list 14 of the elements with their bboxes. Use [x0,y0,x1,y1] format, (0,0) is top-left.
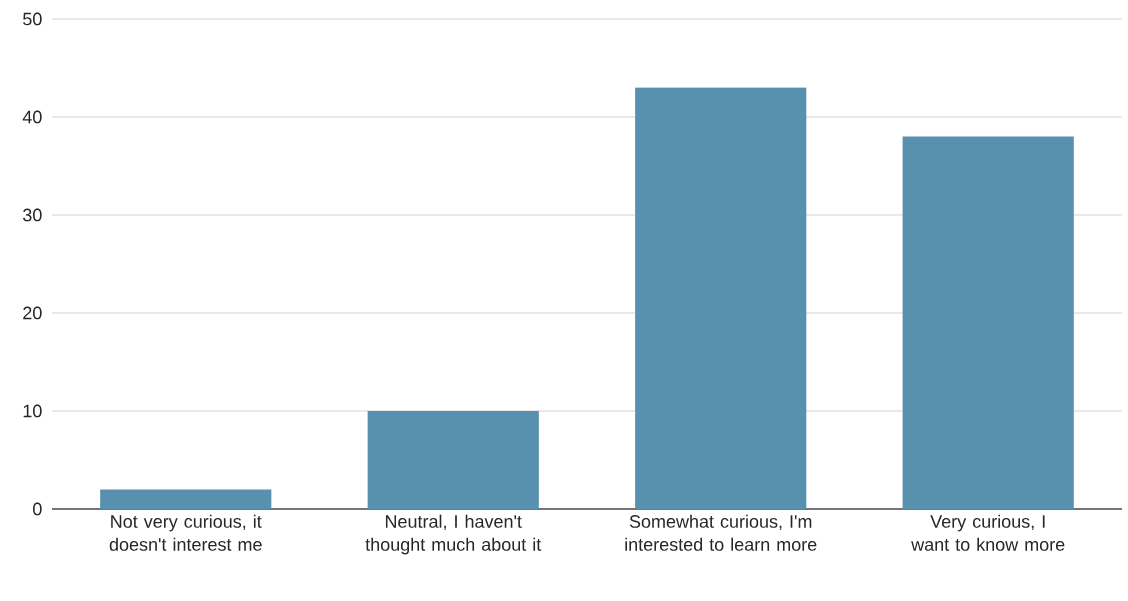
y-tick-label: 40 [22,110,42,124]
y-tick-label: 50 [23,12,42,26]
bar [635,87,807,509]
x-tick-label: Neutral, I haven't thought much about it [365,514,542,555]
y-tick-label: 30 [23,208,42,222]
y-tick-label: 20 [23,306,42,320]
bar [100,489,272,509]
x-tick-label: Very curious, I want to know more [911,514,1065,551]
y-tick-label: 0 [33,502,42,516]
bar [367,410,539,509]
x-tick-label: Not very curious, it doesn't interest me [109,514,262,551]
bar [902,136,1074,509]
x-tick-label: Somewhat curious, I'm interested to learn more [625,514,817,551]
y-tick-label: 10 [23,404,42,418]
